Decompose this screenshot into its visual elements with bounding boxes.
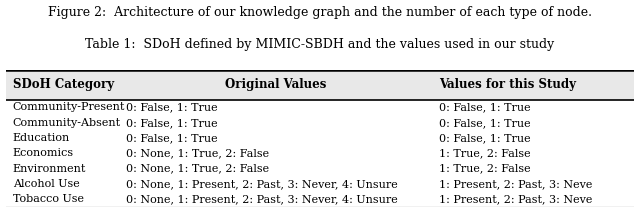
Text: Environment: Environment [13,164,86,174]
Text: Original Values: Original Values [225,78,327,91]
Text: Values for this Study: Values for this Study [439,78,576,91]
Text: 0: False, 1: True: 0: False, 1: True [439,103,531,112]
Text: 1: Present, 2: Past, 3: Neve: 1: Present, 2: Past, 3: Neve [439,179,593,189]
Text: Economics: Economics [13,148,74,158]
Text: 0: False, 1: True: 0: False, 1: True [125,133,217,143]
Bar [6,70,634,100]
Text: Tobacco Use: Tobacco Use [13,194,84,204]
Text: SDoH Category: SDoH Category [13,78,114,91]
Text: 1: True, 2: False: 1: True, 2: False [439,148,531,158]
Text: 0: False, 1: True: 0: False, 1: True [125,118,217,128]
Text: 0: None, 1: Present, 2: Past, 3: Never, 4: Unsure: 0: None, 1: Present, 2: Past, 3: Never, … [125,179,397,189]
Text: 0: False, 1: True: 0: False, 1: True [125,103,217,112]
Text: 1: Present, 2: Past, 3: Neve: 1: Present, 2: Past, 3: Neve [439,194,593,204]
Text: 0: None, 1: True, 2: False: 0: None, 1: True, 2: False [125,148,269,158]
Text: 1: True, 2: False: 1: True, 2: False [439,164,531,174]
Text: Alcohol Use: Alcohol Use [13,179,79,189]
Text: Community-Absent: Community-Absent [13,118,121,128]
Text: Community-Present: Community-Present [13,103,125,112]
Text: 0: False, 1: True: 0: False, 1: True [439,118,531,128]
Text: 0: None, 1: Present, 2: Past, 3: Never, 4: Unsure: 0: None, 1: Present, 2: Past, 3: Never, … [125,194,397,204]
Text: Education: Education [13,133,70,143]
Text: Table 1:  SDoH defined by MIMIC-SBDH and the values used in our study: Table 1: SDoH defined by MIMIC-SBDH and … [85,38,555,51]
Text: 0: None, 1: True, 2: False: 0: None, 1: True, 2: False [125,164,269,174]
Text: 0: False, 1: True: 0: False, 1: True [439,133,531,143]
Text: Figure 2:  Architecture of our knowledge graph and the number of each type of no: Figure 2: Architecture of our knowledge … [48,6,592,19]
